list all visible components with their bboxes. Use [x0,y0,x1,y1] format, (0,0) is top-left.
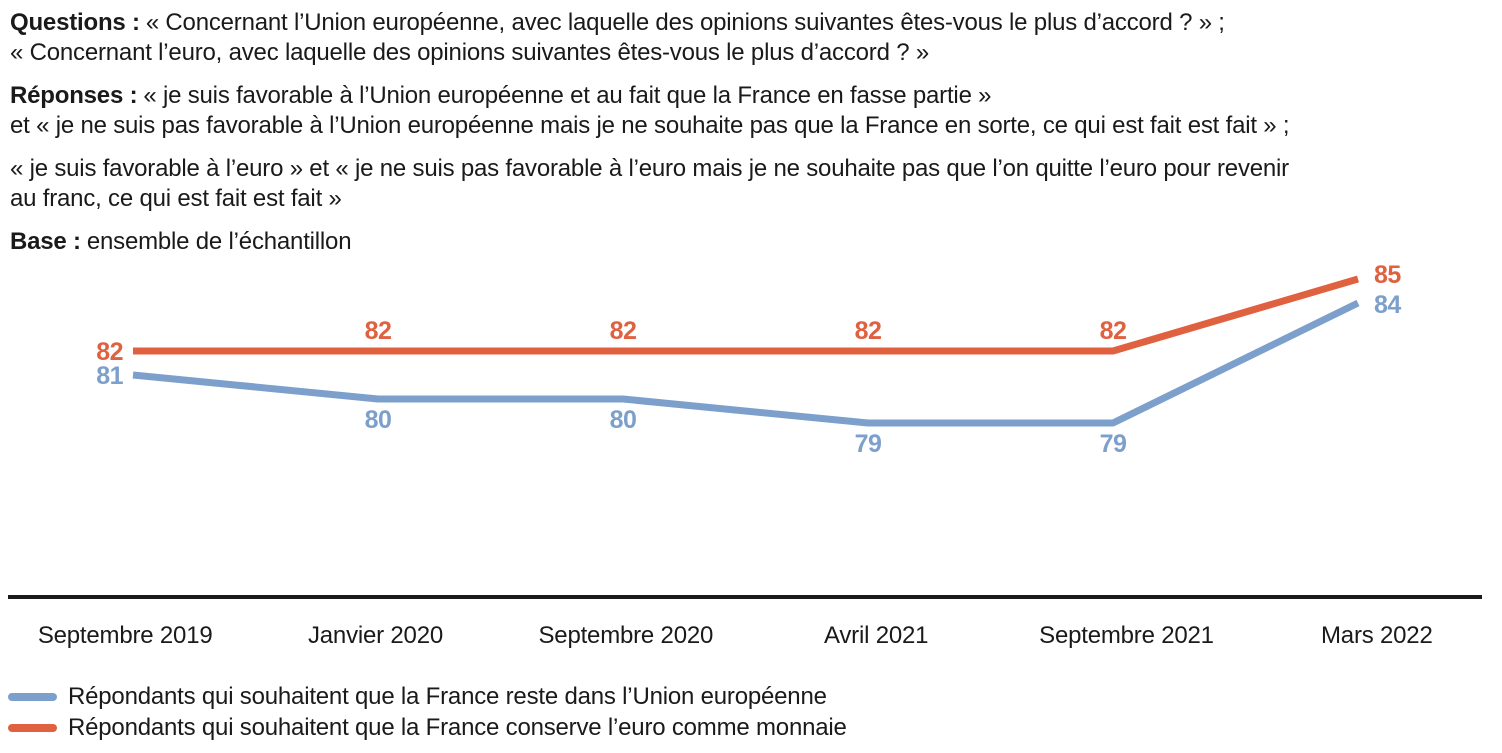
responses-euro-paragraph: « je suis favorable à l’euro » et « je n… [10,154,1488,214]
x-axis-label: Septembre 2019 [37,622,213,649]
value-label: 84 [1374,291,1401,319]
survey-header: Questions : « Concernant l’Union européen… [10,8,1488,270]
base-label: Base : [10,228,81,255]
value-label: 82 [855,317,882,345]
value-label: 85 [1374,261,1401,289]
value-label: 79 [1100,430,1127,458]
x-axis-rule [8,595,1482,599]
x-axis-label: Avril 2021 [824,622,929,649]
legend-swatch-blue-icon [8,692,57,701]
value-label: 82 [96,338,123,366]
line-chart: 81 80 80 79 79 84 82 82 82 82 82 85 [96,261,1402,458]
value-label: 80 [365,406,392,434]
responses-label: Réponses : [10,82,138,109]
legend-label-euro: Répondants qui souhaitent que la France … [68,714,847,741]
x-axis-label: Septembre 2020 [538,622,714,649]
value-label: 81 [96,362,123,390]
responses-text: « je suis favorable à l’Union européenne… [10,82,1290,139]
value-label: 80 [610,406,637,434]
questions-label: Questions : [10,9,140,36]
value-label: 82 [610,317,637,345]
x-axis: Septembre 2019 Janvier 2020 Septembre 20… [0,621,1502,651]
value-label: 79 [855,430,882,458]
legend-swatch-orange-icon [8,723,57,732]
base-paragraph: Base : ensemble de l’échantillon [10,227,1488,257]
chart-legend: Répondants qui souhaitent que la France … [8,681,847,743]
x-axis-label: Janvier 2020 [307,622,443,649]
questions-text: « Concernant l’Union européenne, avec la… [10,9,1225,66]
value-label: 82 [1100,317,1127,345]
legend-label-eu: Répondants qui souhaitent que la France … [68,683,827,710]
legend-item-euro: Répondants qui souhaitent que la France … [8,712,847,743]
legend-item-eu: Répondants qui souhaitent que la France … [8,681,847,712]
x-axis-label: Septembre 2021 [1039,622,1214,649]
base-text: ensemble de l’échantillon [86,228,352,255]
responses-euro-text: « je suis favorable à l’euro » et « je n… [10,155,1289,212]
x-axis-label: Mars 2022 [1321,622,1433,649]
responses-paragraph: Réponses : « je suis favorable à l’Union … [10,81,1488,141]
series-line-0 [132,299,1360,427]
series-line-1 [133,275,1359,355]
value-label: 82 [365,317,392,345]
questions-paragraph: Questions : « Concernant l’Union européen… [10,8,1488,68]
